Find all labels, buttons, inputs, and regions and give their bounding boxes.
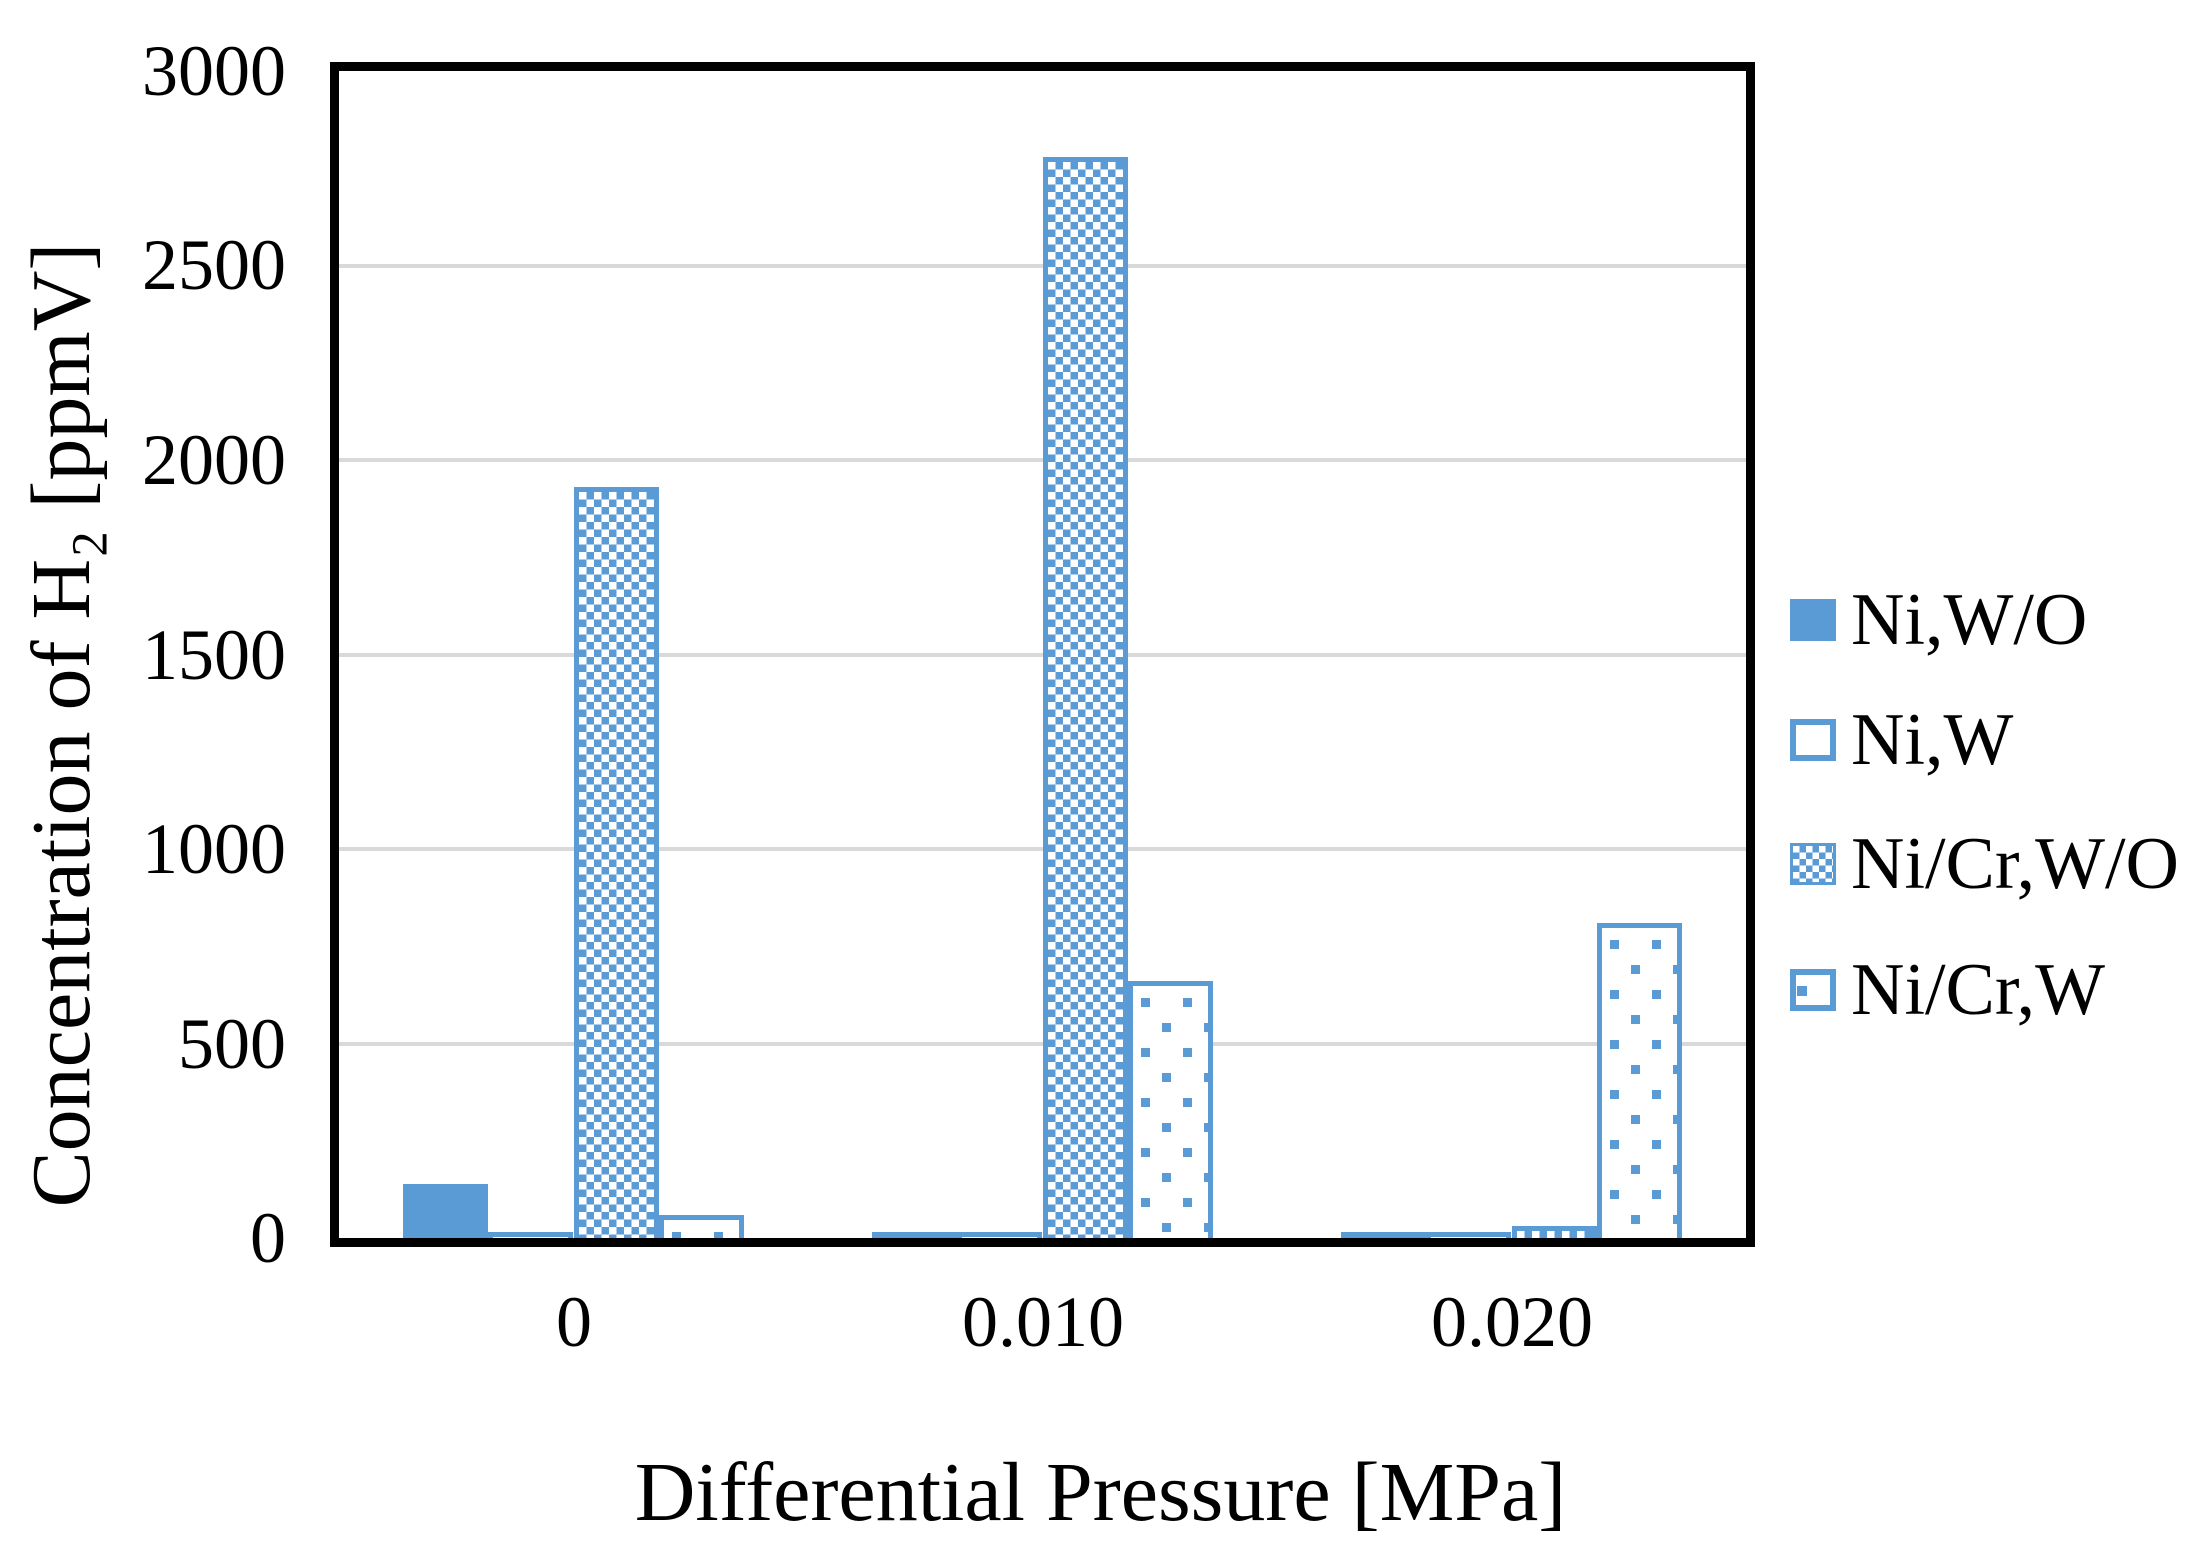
legend-swatch-checker-icon	[1790, 843, 1836, 885]
y-tick-label-1000: 1000	[142, 809, 286, 889]
legend: Ni,W/O Ni,W Ni/Cr,W/O Ni/Cr,W	[1790, 0, 2201, 1567]
gridline-2000	[339, 458, 1746, 462]
gridline-2500	[339, 263, 1746, 268]
y-tick-label-3000: 3000	[142, 31, 286, 111]
bar-ni-w-cat-0	[488, 1232, 573, 1238]
bar-ni-w-o-cat-0	[403, 1184, 488, 1238]
legend-swatch-dots-icon	[1790, 969, 1836, 1011]
bar-ni-cr-w-cat-0.020	[1597, 923, 1682, 1238]
legend-item-ni-cr-w-o: Ni/Cr,W/O	[1790, 822, 2179, 906]
legend-swatch-solid-icon	[1790, 599, 1836, 641]
gridline-500	[339, 1041, 1746, 1046]
plot-area	[330, 62, 1755, 1247]
plot-inner	[339, 71, 1746, 1238]
y-tick-label-2500: 2500	[142, 225, 286, 305]
x-axis-title: Differential Pressure [MPa]	[634, 1446, 1567, 1539]
legend-label: Ni/Cr,W/O	[1851, 823, 2179, 905]
y-tick-label-500: 500	[178, 1004, 286, 1084]
y-tick-label-2000: 2000	[142, 420, 286, 500]
y-tick-label-0: 0	[250, 1198, 286, 1278]
gridline-1000	[339, 847, 1746, 851]
bar-ni-w-o-cat-0.010	[872, 1232, 957, 1238]
x-tick-label-0.020: 0.020	[1431, 1282, 1593, 1362]
bar-ni-cr-w-cat-0.010	[1128, 981, 1213, 1238]
bar-ni-cr-w-o-cat-0	[574, 487, 659, 1238]
legend-label: Ni/Cr,W	[1851, 949, 2105, 1031]
bar-ni-cr-w-cat-0	[659, 1215, 744, 1238]
x-tick-label-0: 0	[556, 1282, 592, 1362]
bar-ni-w-cat-0.010	[957, 1232, 1042, 1238]
bar-ni-w-cat-0.020	[1426, 1232, 1511, 1238]
legend-item-ni-w: Ni,W	[1790, 698, 2013, 782]
y-tick-label-1500: 1500	[142, 615, 286, 695]
legend-item-ni-cr-w: Ni/Cr,W	[1790, 948, 2105, 1032]
legend-label: Ni,W	[1851, 699, 2014, 781]
legend-label: Ni,W/O	[1851, 579, 2088, 661]
gridline-1500	[339, 652, 1746, 657]
legend-item-ni-w-o: Ni,W/O	[1790, 578, 2087, 662]
legend-swatch-outline-icon	[1790, 719, 1836, 761]
bar-ni-w-o-cat-0.020	[1341, 1232, 1426, 1238]
x-tick-label-0.010: 0.010	[962, 1282, 1124, 1362]
bar-ni-cr-w-o-cat-0.020	[1512, 1226, 1597, 1238]
bar-ni-cr-w-o-cat-0.010	[1043, 157, 1128, 1238]
